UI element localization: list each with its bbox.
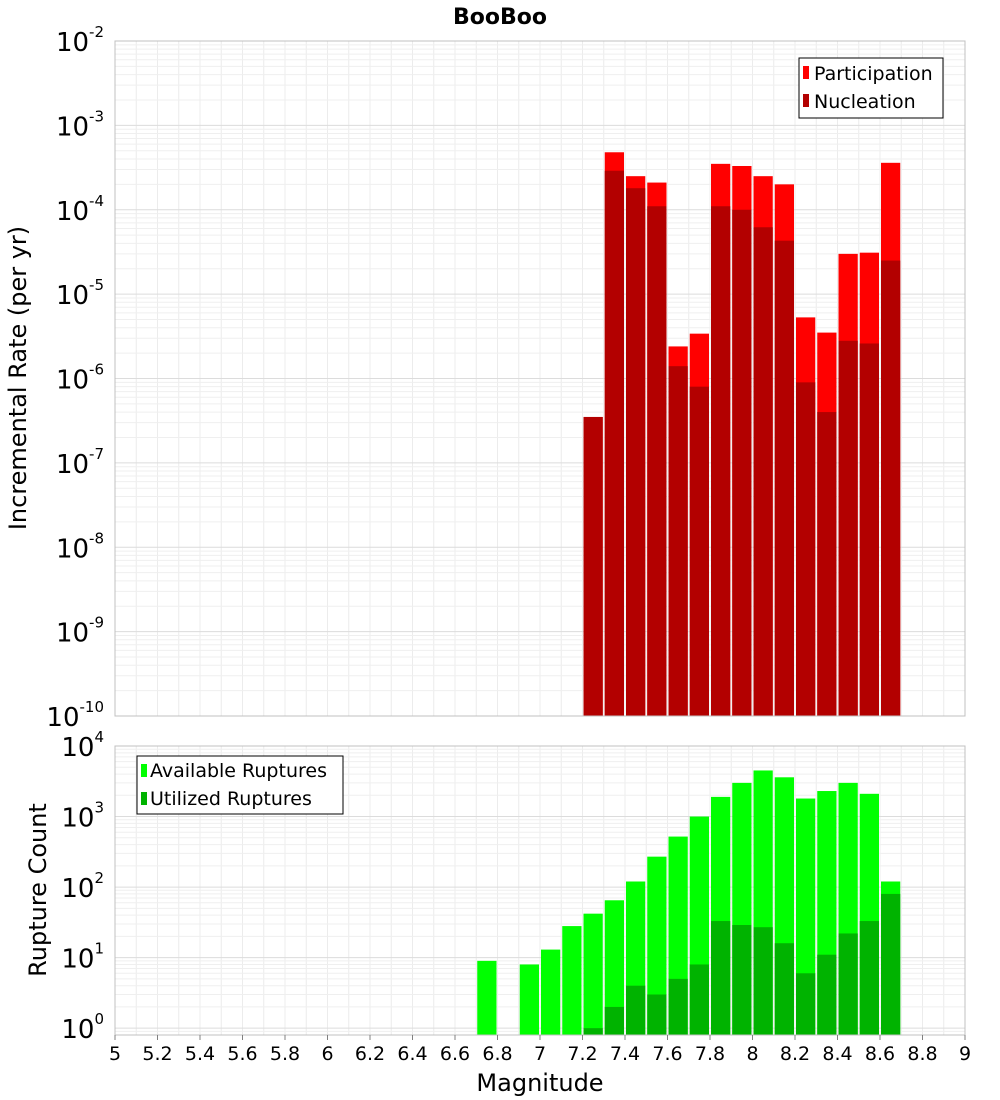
bottom-y-tick-label: 102 <box>61 869 104 904</box>
top-plot-bars <box>583 152 901 717</box>
top-legend: Participation Nucleation <box>798 57 944 119</box>
bottom-y-tick-label: 101 <box>61 940 104 975</box>
utilized-ruptures-bar <box>838 933 858 1035</box>
nucleation-bar <box>604 170 624 716</box>
x-tick-label: 6.6 <box>440 1043 470 1065</box>
top-plot-frame <box>114 40 966 717</box>
utilized-ruptures-bar <box>604 1006 624 1035</box>
available-ruptures-bar <box>583 913 603 1035</box>
x-tick-label: 8.4 <box>822 1043 852 1065</box>
nucleation-bar <box>796 382 816 716</box>
x-tick-label: 8.6 <box>865 1043 895 1065</box>
x-tick-label: 8 <box>746 1043 758 1065</box>
nucleation-bar <box>711 206 731 716</box>
x-tick-label: 6.4 <box>397 1043 427 1065</box>
utilized-ruptures-bar <box>689 964 709 1035</box>
bottom-legend: Available Ruptures Utilized Ruptures <box>136 755 344 815</box>
x-tick-label: 9 <box>959 1043 971 1065</box>
available-ruptures-bar <box>647 856 667 1035</box>
top-y-tick-label: 10-6 <box>56 361 104 396</box>
legend-swatch-utilized <box>141 792 147 805</box>
top-y-tick-label: 10-5 <box>56 276 104 311</box>
top-y-tick-label: 10-7 <box>56 445 104 480</box>
legend-swatch-available <box>141 764 147 777</box>
legend-swatch-participation <box>803 66 809 79</box>
bottom-y-tick-label: 100 <box>61 1010 104 1045</box>
x-tick-label: 7.4 <box>610 1043 640 1065</box>
legend-label-utilized: Utilized Ruptures <box>150 788 312 810</box>
nucleation-bar <box>626 188 646 717</box>
utilized-ruptures-bar <box>647 994 667 1035</box>
top-plot-grid <box>114 41 966 717</box>
nucleation-bar <box>647 206 667 716</box>
top-legend-box <box>798 57 944 119</box>
bottom-y-tick-label: 103 <box>61 799 104 834</box>
utilized-ruptures-bar <box>796 973 816 1035</box>
nucleation-bar <box>689 386 709 716</box>
x-tick-label: 5 <box>109 1043 121 1065</box>
available-ruptures-bar <box>541 949 561 1035</box>
legend-label-participation: Participation <box>814 63 933 85</box>
bottom-y-axis-label: Rupture Count <box>24 803 52 977</box>
available-ruptures-bar <box>519 964 539 1035</box>
legend-swatch-nucleation <box>803 94 809 107</box>
x-tick-label: 6.8 <box>482 1043 512 1065</box>
nucleation-bar <box>817 412 837 716</box>
top-y-tick-label: 10-4 <box>56 192 104 227</box>
utilized-ruptures-bar <box>668 978 688 1035</box>
bottom-legend-box <box>136 755 344 815</box>
nucleation-bar <box>753 227 773 716</box>
bottom-y-tick-label: 104 <box>61 728 104 763</box>
nucleation-bar <box>668 366 688 716</box>
x-tick-label: 6.2 <box>355 1043 385 1065</box>
chart-title: BooBoo <box>453 5 547 30</box>
x-tick-label: 5.8 <box>270 1043 300 1065</box>
x-tick-label: 7.6 <box>652 1043 682 1065</box>
x-tick-label: 5.4 <box>185 1043 215 1065</box>
utilized-ruptures-bar <box>626 985 646 1035</box>
x-tick-label: 6 <box>321 1043 333 1065</box>
top-y-tick-label: 10-10 <box>46 698 104 733</box>
utilized-ruptures-bar <box>711 921 731 1035</box>
utilized-ruptures-bar <box>753 927 773 1035</box>
x-axis-ticks: 5 5.2 5.4 5.6 5.8 6 6.2 6.4 6.6 6.8 7 7.2 7.4 7.6 7.8 8… <box>109 1035 971 1065</box>
nucleation-bar <box>583 416 603 716</box>
top-y-tick-label: 10-3 <box>56 107 104 142</box>
x-tick-label: 5.6 <box>227 1043 257 1065</box>
utilized-ruptures-bar <box>881 893 901 1035</box>
x-tick-label: 5.2 <box>142 1043 172 1065</box>
x-axis-label: Magnitude <box>476 1069 603 1097</box>
top-y-ticks: 10-2 10-3 10-4 10-5 10-6 10-7 10-8 10-9 10-10 <box>46 23 104 733</box>
top-y-tick-label: 10-2 <box>56 23 104 58</box>
x-tick-label: 7 <box>534 1043 546 1065</box>
available-ruptures-bar <box>477 960 497 1035</box>
x-tick-label: 8.8 <box>907 1043 937 1065</box>
utilized-ruptures-bar <box>774 943 794 1035</box>
nucleation-bar <box>732 209 752 716</box>
utilized-ruptures-bar <box>732 925 752 1035</box>
available-ruptures-bar <box>604 900 624 1035</box>
bottom-plot-bars <box>477 770 901 1035</box>
x-tick-label: 8.2 <box>780 1043 810 1065</box>
x-tick-label: 7.8 <box>695 1043 725 1065</box>
bottom-y-ticks: 104 103 102 101 100 <box>61 728 104 1045</box>
available-ruptures-bar <box>562 926 582 1035</box>
nucleation-bar <box>838 340 858 716</box>
top-y-tick-label: 10-9 <box>56 614 104 649</box>
utilized-ruptures-bar <box>583 1028 603 1035</box>
nucleation-bar <box>881 260 901 716</box>
utilized-ruptures-bar <box>817 954 837 1035</box>
nucleation-bar <box>774 240 794 717</box>
x-tick-label: 7.2 <box>567 1043 597 1065</box>
nucleation-bar <box>859 343 879 716</box>
top-y-axis-label: Incremental Rate (per yr) <box>4 226 32 530</box>
legend-label-nucleation: Nucleation <box>814 91 916 113</box>
utilized-ruptures-bar <box>859 921 879 1035</box>
top-y-tick-label: 10-8 <box>56 529 104 564</box>
legend-label-available: Available Ruptures <box>150 760 327 782</box>
